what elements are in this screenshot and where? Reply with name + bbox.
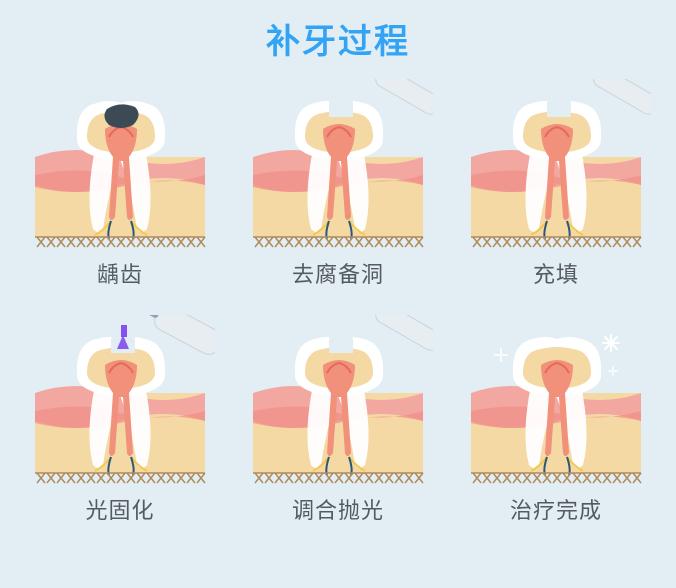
step-caption: 光固化 (85, 493, 154, 525)
infographic-root: 补牙过程 龋齿 (0, 0, 676, 588)
step-cavity: 龋齿 (20, 79, 220, 289)
step-caption: 充填 (533, 257, 579, 289)
step-cure: 光固化 (20, 315, 220, 525)
tooth-illustration-done (461, 315, 651, 485)
step-caption: 治疗完成 (510, 493, 602, 525)
tooth-illustration-cure (25, 315, 215, 485)
tooth-illustration-drill (243, 79, 433, 249)
step-caption: 龋齿 (97, 257, 143, 289)
step-caption: 调合抛光 (292, 493, 384, 525)
tooth-illustration-cavity (25, 79, 215, 249)
tooth-illustration-fill (461, 79, 651, 249)
steps-grid: 龋齿 (20, 79, 656, 525)
step-polish: 调合抛光 (238, 315, 438, 525)
step-fill: 充填 (456, 79, 656, 289)
step-caption: 去腐备洞 (292, 257, 384, 289)
step-done: 治疗完成 (456, 315, 656, 525)
tooth-illustration-polish (243, 315, 433, 485)
page-title: 补牙过程 (20, 14, 656, 63)
step-drill: 去腐备洞 (238, 79, 438, 289)
